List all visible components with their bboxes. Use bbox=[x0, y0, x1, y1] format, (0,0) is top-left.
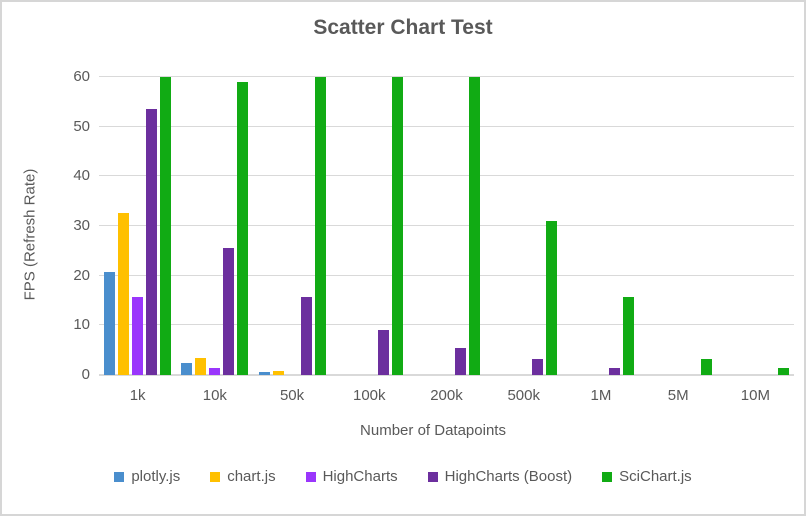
bar-group-50k bbox=[253, 77, 330, 375]
x-axis-line bbox=[99, 374, 794, 376]
bar-scichart-js-50k bbox=[314, 77, 326, 375]
legend-swatch-icon bbox=[602, 471, 613, 482]
chart-title: Scatter Chart Test bbox=[313, 16, 493, 39]
legend-label: HighCharts bbox=[322, 468, 398, 485]
bar-scichart-js-200k bbox=[468, 77, 480, 375]
y-tick-label-10: 10 bbox=[73, 316, 90, 334]
gridline-20 bbox=[99, 274, 794, 276]
bar-highcharts-boost-1k bbox=[146, 109, 158, 375]
bar-highcharts-boost-200k bbox=[454, 347, 466, 375]
legend-swatch-icon bbox=[427, 471, 438, 482]
y-tick-label-20: 20 bbox=[73, 266, 90, 284]
bar-group-100k bbox=[331, 77, 408, 375]
legend-swatch-icon bbox=[305, 471, 316, 482]
legend-item-highcharts: HighCharts bbox=[305, 468, 398, 485]
gridline-30 bbox=[99, 225, 794, 226]
y-tick-label-30: 30 bbox=[73, 217, 90, 234]
bar-scichart-js-5M bbox=[700, 359, 712, 375]
bar-plotly-js-50k bbox=[258, 372, 270, 375]
x-tick-label-100k: 100k bbox=[353, 387, 386, 404]
plot-area bbox=[99, 76, 794, 376]
bar-group-200k bbox=[408, 77, 485, 375]
legend-item-highcharts-boost: HighCharts (Boost) bbox=[427, 468, 573, 485]
y-tick-label-50: 50 bbox=[73, 117, 90, 135]
legend-label: plotly.js bbox=[131, 468, 181, 485]
legend-item-scichart-js: SciChart.js bbox=[602, 468, 692, 485]
bar-scichart-js-1M bbox=[623, 297, 635, 375]
legend-label: chart.js bbox=[227, 468, 276, 485]
gridline-50 bbox=[99, 125, 794, 127]
bar-group-5M bbox=[640, 77, 717, 375]
bar-highcharts-boost-1M bbox=[609, 367, 621, 375]
x-tick-label-1M: 1M bbox=[590, 387, 612, 404]
x-tick-label-10M: 10M bbox=[740, 387, 770, 404]
bar-chart-js-1k bbox=[118, 212, 130, 375]
y-axis-title: FPS (Refresh Rate) bbox=[21, 168, 39, 301]
bar-chart-js-10k bbox=[195, 357, 207, 375]
x-tick-label-50k: 50k bbox=[279, 387, 305, 404]
bar-scichart-js-500k bbox=[546, 221, 558, 375]
x-axis-title: Number of Datapoints bbox=[360, 422, 506, 439]
bar-highcharts-10k bbox=[209, 367, 221, 375]
bar-plotly-js-10k bbox=[181, 362, 193, 375]
bar-chart-js-50k bbox=[272, 371, 284, 375]
bar-scichart-js-100k bbox=[391, 77, 403, 375]
x-tick-label-5M: 5M bbox=[667, 387, 689, 404]
bar-scichart-js-10M bbox=[777, 367, 789, 375]
gridline-10 bbox=[99, 324, 794, 326]
bar-highcharts-boost-100k bbox=[377, 330, 389, 375]
bar-highcharts-boost-500k bbox=[532, 358, 544, 375]
bar-highcharts-boost-10k bbox=[223, 248, 235, 375]
bar-scichart-js-10k bbox=[237, 81, 249, 375]
legend-label: HighCharts (Boost) bbox=[444, 468, 573, 485]
bar-group-1M bbox=[562, 77, 639, 375]
legend-label: SciChart.js bbox=[619, 468, 692, 485]
y-tick-label-40: 40 bbox=[73, 167, 90, 185]
y-tick-label-0: 0 bbox=[81, 366, 90, 383]
bar-highcharts-boost-50k bbox=[300, 296, 312, 375]
x-tick-label-200k: 200k bbox=[430, 387, 463, 404]
bar-group-500k bbox=[485, 77, 562, 375]
x-tick-label-10k: 10k bbox=[202, 387, 227, 404]
bar-group-10k bbox=[176, 77, 253, 375]
legend-item-plotly-js: plotly.js bbox=[114, 468, 180, 485]
y-tick-label-60: 60 bbox=[73, 68, 90, 85]
x-tick-label-1k: 1k bbox=[129, 387, 146, 404]
bar-plotly-js-1k bbox=[104, 271, 116, 375]
legend-item-chart-js: chart.js bbox=[210, 468, 276, 485]
legend-swatch-icon bbox=[210, 471, 221, 482]
gridline-40 bbox=[99, 175, 794, 177]
bar-highcharts-1k bbox=[132, 297, 144, 375]
bar-group-10M bbox=[717, 77, 794, 375]
x-tick-label-500k: 500k bbox=[507, 387, 540, 404]
bar-scichart-js-1k bbox=[160, 77, 172, 375]
bar-group-1k bbox=[99, 77, 176, 375]
legend: plotly.js chart.js HighCharts HighCharts (B… bbox=[2, 468, 804, 485]
gridline-60 bbox=[99, 76, 794, 77]
legend-swatch-icon bbox=[114, 471, 125, 482]
